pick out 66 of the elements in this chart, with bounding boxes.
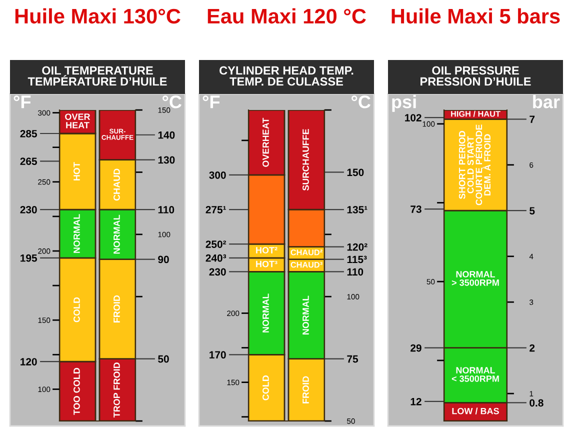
y-tick-label: 73 <box>410 206 422 213</box>
y2-tick-label: 130 <box>158 156 175 164</box>
series-label: OVER HEAT <box>65 114 90 128</box>
y2-tick-label: 90 <box>158 256 169 264</box>
series-label: HOT² <box>256 247 278 254</box>
chart-title: Huile Maxi 130°C <box>15 8 180 24</box>
series-label: NORMAL < 3500RPM <box>452 367 499 382</box>
series-label: TOO COLD <box>74 368 80 415</box>
series-label: NORMAL <box>114 214 120 254</box>
series-label: OVERHEAT <box>262 118 269 167</box>
y-axis-title: psi <box>392 95 416 112</box>
y2-tick-label: 7 <box>530 116 535 123</box>
y2-tick-label: 110 <box>347 268 364 276</box>
series-label: COLD <box>262 375 269 400</box>
y2-tick-label: 150 <box>347 168 364 176</box>
y-tick-label: 300 <box>209 171 226 179</box>
series-label: NORMAL <box>74 214 80 253</box>
y2-tick-label: 50 <box>158 355 169 363</box>
series-label: HOT <box>74 162 80 180</box>
series-label: LOW / BAS <box>452 408 499 414</box>
y2-tick-label: 140 <box>158 131 175 139</box>
y-tick-label: 120 <box>20 358 37 366</box>
series-label: HIGH / HAUT <box>451 110 500 117</box>
series-label: FROID <box>114 295 120 322</box>
series-label: SURCHAUFFE <box>302 129 309 191</box>
y2-axis-title: bar <box>533 95 560 108</box>
chart-subtitle: OIL PRESSURE PRESSION D’HUILE <box>420 66 531 86</box>
chart-subtitle: OIL TEMPERATURE TEMPÉRATURE D’HUILE <box>28 66 167 86</box>
y-tick-label: 195 <box>20 254 37 262</box>
y2-tick-label: 5 <box>530 207 535 214</box>
series-label: NORMAL <box>302 296 309 334</box>
y-tick-label: 12 <box>410 398 422 406</box>
y2-tick-label: 115³ <box>347 256 367 264</box>
series-label: NORMAL <box>262 294 269 332</box>
y-tick-label: 265 <box>20 158 37 166</box>
series-label: CHAUD <box>114 168 120 201</box>
y-axis-title: °F <box>14 96 31 108</box>
y2-tick-label: 120² <box>347 243 368 251</box>
y-tick-label: 170 <box>210 351 226 359</box>
y2-tick-label: 0.8 <box>530 399 544 407</box>
series-label: HOT³ <box>256 260 278 268</box>
chart-title: Eau Maxi 120 °C <box>208 8 366 24</box>
y-tick-label: 250² <box>206 240 226 248</box>
y2-tick-label: 110 <box>158 206 174 214</box>
y-tick-label: 230 <box>20 206 37 214</box>
series-label: COLD <box>74 297 80 322</box>
y-tick-label: 240³ <box>206 254 226 262</box>
y2-axis-title: °C <box>162 95 182 108</box>
y2-tick-label: 135¹ <box>347 206 368 214</box>
y-tick-label: 230 <box>209 268 226 276</box>
series-label: CHAUD² <box>290 249 322 256</box>
chart-subtitle: CYLINDER HEAD TEMP. TEMP. DE CULASSE <box>220 66 354 86</box>
series-label: TROP FROID <box>114 362 120 418</box>
y-tick-label: 102 <box>405 114 422 122</box>
y-tick-label: 285 <box>20 130 37 138</box>
series-label: NORMAL > 3500RPM <box>452 271 499 286</box>
y-axis-title: °F <box>202 96 220 108</box>
y2-tick-label: 75 <box>347 355 358 363</box>
y-tick-label: 275¹ <box>206 206 226 214</box>
series-label: FROID <box>302 376 309 404</box>
y2-tick-label: 2 <box>530 344 535 352</box>
y-tick-label: 29 <box>410 344 422 352</box>
series-label: CHAUD³ <box>290 262 322 268</box>
series-label: SHORT PERIOD COLD START COURTE PÉRIODE DEM. À FROID <box>458 124 491 206</box>
y2-axis-title: °C <box>352 95 371 108</box>
chart-title: Huile Maxi 5 bars <box>392 8 560 24</box>
